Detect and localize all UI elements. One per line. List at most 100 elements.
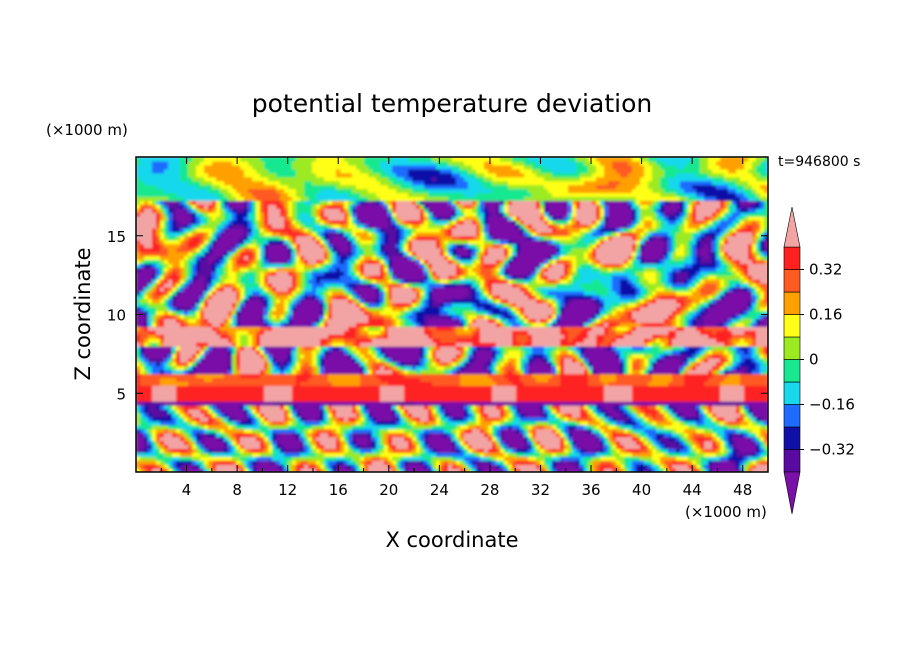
- field-cell: [652, 361, 657, 367]
- field-cell: [472, 405, 477, 410]
- field-cell: [724, 369, 729, 375]
- field-cell: [692, 377, 697, 383]
- field-cell: [300, 416, 305, 422]
- field-cell: [700, 456, 705, 461]
- field-cell: [216, 460, 221, 465]
- field-cell: [360, 393, 365, 398]
- field-cell: [320, 452, 325, 457]
- field-cell: [492, 346, 497, 351]
- field-cell: [484, 397, 489, 402]
- field-cell: [416, 349, 421, 355]
- field-cell: [732, 361, 737, 367]
- field-cell: [568, 369, 573, 375]
- field-cell: [376, 385, 381, 390]
- field-cell: [156, 381, 161, 386]
- field-cell: [508, 373, 513, 379]
- field-cell: [208, 448, 213, 453]
- field-cell: [504, 357, 509, 363]
- field-cell: [448, 346, 453, 351]
- field-cell: [552, 412, 557, 418]
- field-cell: [560, 397, 565, 402]
- field-cell: [708, 381, 713, 386]
- field-cell: [336, 412, 341, 418]
- field-cell: [500, 405, 505, 410]
- field-cell: [624, 436, 629, 442]
- field-cell: [460, 468, 465, 472]
- field-cell: [344, 346, 349, 351]
- field-cell: [232, 369, 237, 375]
- field-cell: [156, 409, 161, 414]
- field-cell: [564, 393, 569, 398]
- field-cell: [524, 428, 529, 434]
- field-cell: [660, 369, 665, 375]
- field-cell: [488, 389, 493, 394]
- field-cell: [576, 405, 581, 410]
- field-cell: [628, 420, 633, 426]
- field-cell: [628, 393, 633, 398]
- field-cell: [544, 468, 549, 472]
- field-cell: [508, 401, 513, 406]
- field-cell: [608, 420, 613, 426]
- field-cell: [488, 369, 493, 375]
- field-cell: [744, 349, 749, 355]
- field-cell: [504, 448, 509, 453]
- field-cell: [232, 381, 237, 386]
- field-cell: [608, 409, 613, 414]
- field-cell: [228, 349, 233, 355]
- field-cell: [400, 468, 405, 472]
- field-cell: [260, 456, 265, 461]
- field-cell: [252, 436, 257, 442]
- field-cell: [464, 420, 469, 426]
- field-cell: [344, 389, 349, 394]
- field-cell: [172, 373, 177, 379]
- field-cell: [548, 385, 553, 390]
- field-cell: [688, 385, 693, 390]
- field-cell: [268, 377, 273, 383]
- field-cell: [720, 460, 725, 465]
- field-cell: [480, 456, 485, 461]
- field-cell: [336, 428, 341, 434]
- field-cell: [164, 393, 169, 398]
- field-cell: [456, 416, 461, 422]
- field-cell: [180, 397, 185, 402]
- field-cell: [160, 349, 165, 355]
- field-cell: [216, 393, 221, 398]
- field-cell: [488, 373, 493, 379]
- field-cell: [704, 440, 709, 446]
- field-cell: [752, 401, 757, 406]
- field-cell: [512, 436, 517, 442]
- field-cell: [584, 401, 589, 406]
- field-cell: [740, 369, 745, 375]
- field-cell: [604, 405, 609, 410]
- field-cell: [556, 357, 561, 363]
- field-cell: [276, 365, 281, 371]
- field-cell: [556, 385, 561, 390]
- field-cell: [288, 365, 293, 371]
- field-cell: [156, 365, 161, 371]
- field-cell: [608, 456, 613, 461]
- field-cell: [192, 365, 197, 371]
- field-cell: [740, 401, 745, 406]
- field-cell: [376, 361, 381, 367]
- field-cell: [192, 349, 197, 355]
- field-cell: [480, 440, 485, 446]
- field-cell: [500, 357, 505, 363]
- field-cell: [560, 420, 565, 426]
- field-cell: [764, 436, 768, 442]
- field-cell: [596, 393, 601, 398]
- field-cell: [632, 373, 637, 379]
- field-cell: [396, 440, 401, 446]
- field-cell: [728, 397, 733, 402]
- field-cell: [300, 346, 305, 351]
- field-cell: [416, 381, 421, 386]
- field-cell: [320, 464, 325, 469]
- field-cell: [408, 444, 413, 449]
- field-cell: [232, 353, 237, 359]
- field-cell: [420, 369, 425, 375]
- field-cell: [640, 468, 645, 472]
- field-cell: [384, 432, 389, 438]
- field-cell: [700, 349, 705, 355]
- field-cell: [428, 397, 433, 402]
- field-cell: [720, 401, 725, 406]
- field-cell: [612, 456, 617, 461]
